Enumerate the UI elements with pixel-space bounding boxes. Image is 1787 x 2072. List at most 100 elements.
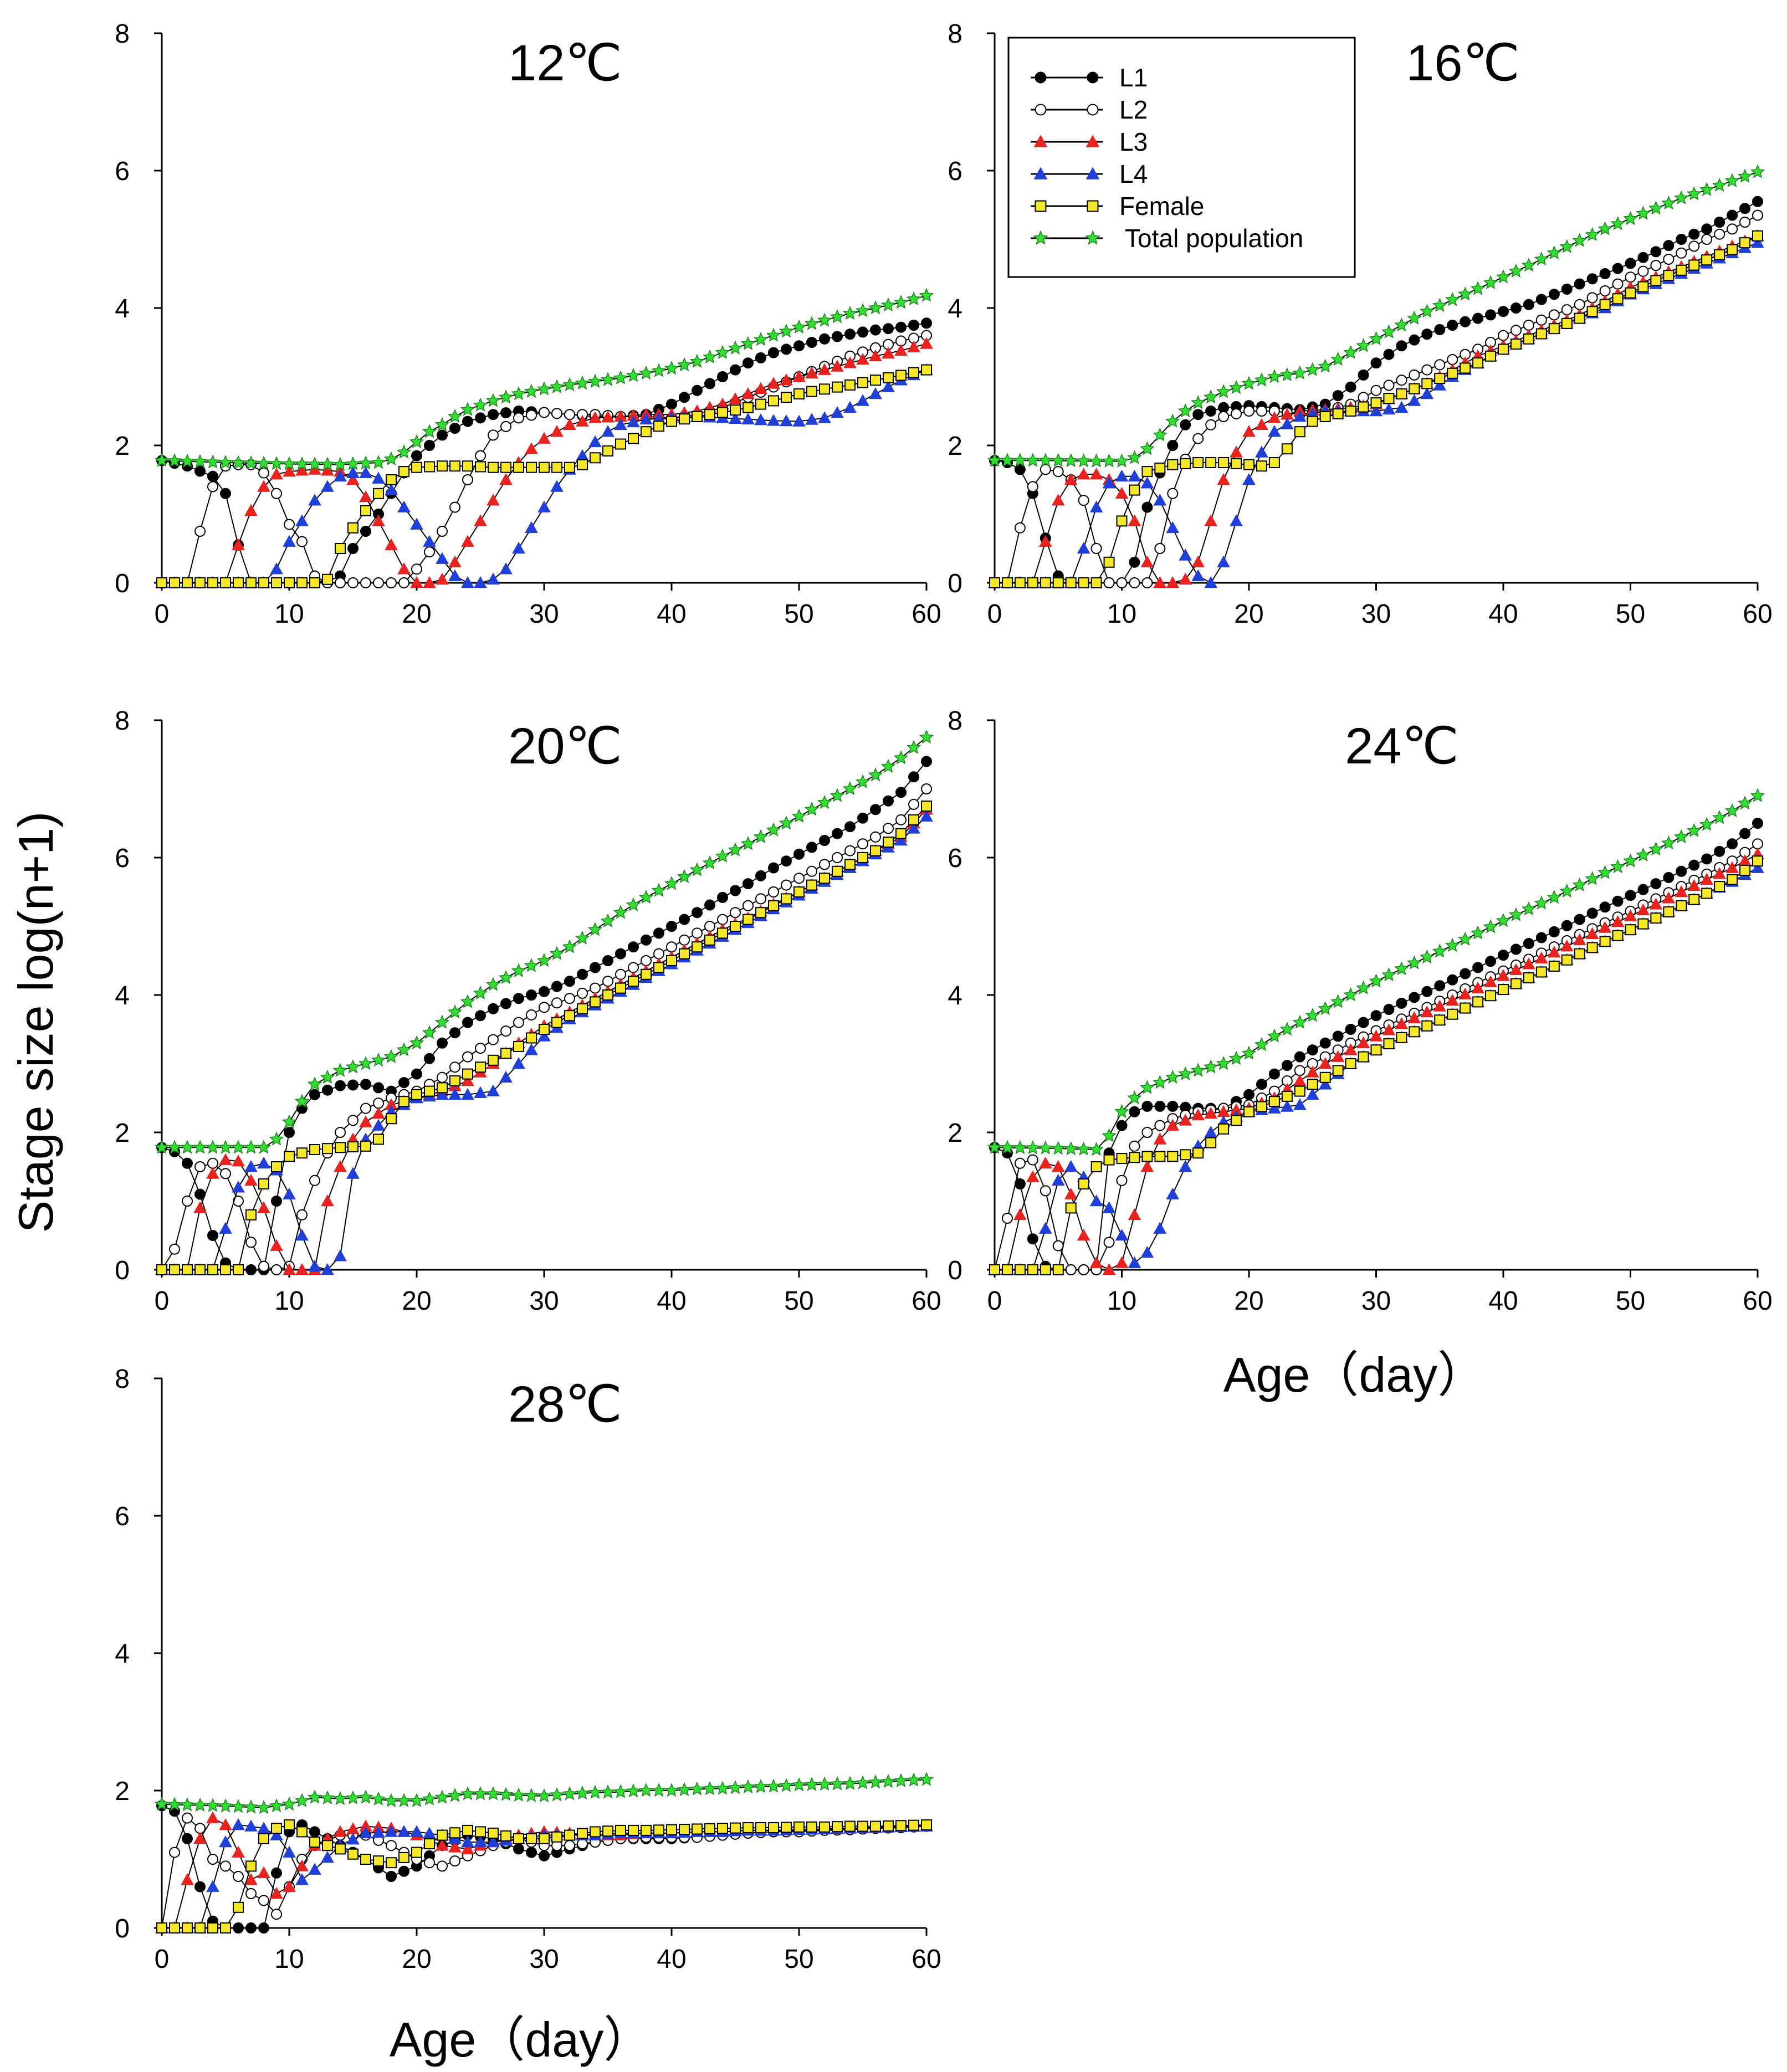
data-point [602,1825,613,1837]
data-point [169,1922,180,1933]
data-point [1548,323,1560,335]
data-point [1292,1014,1308,1029]
data-point [1231,458,1242,469]
data-point [245,1237,257,1248]
data-point [1586,942,1598,953]
data-point [832,828,843,839]
data-point [1739,237,1751,249]
data-point [194,577,206,588]
data-point [396,444,412,459]
data-point [664,361,679,375]
data-point [358,1056,373,1070]
data-point [819,873,830,884]
data-point [1407,394,1421,406]
data-point [192,1797,208,1812]
y-tick-label: 2 [115,432,130,461]
data-point [1167,459,1179,470]
data-point [895,787,907,798]
data-point [1421,364,1433,376]
data-point [448,569,462,581]
data-point [1663,270,1675,281]
data-point [539,1850,550,1861]
data-point [921,783,932,794]
data-point [460,1786,475,1801]
data-point [1345,381,1356,393]
data-point [870,845,881,857]
data-point [577,987,588,999]
data-point [819,1821,830,1833]
data-point [819,383,830,395]
data-point [1293,409,1307,422]
data-point [1572,877,1587,891]
data-point [692,384,703,396]
data-point [1547,245,1562,260]
data-point [1254,372,1269,387]
x-tick-label: 0 [155,1945,170,1974]
x-tick-label: 50 [784,1945,813,1974]
data-point [321,464,334,476]
data-point [372,1106,385,1119]
y-tick-label: 8 [115,19,130,49]
data-point [539,1833,550,1844]
data-point [1038,1222,1052,1234]
data-point [628,962,639,973]
data-point [1650,275,1662,286]
data-point [488,461,499,473]
data-point [1294,426,1305,438]
data-point [1256,406,1267,417]
data-point [1496,269,1511,284]
data-point [256,1140,272,1154]
data-point [895,828,907,839]
data-point [1574,299,1585,310]
data-point [346,1167,360,1179]
data-point [437,1071,448,1083]
data-point [1307,1044,1318,1056]
data-point [1420,304,1435,318]
data-point [1510,978,1522,989]
data-point [1676,264,1687,276]
data-point [628,941,639,953]
data-point [893,1773,909,1787]
data-point [525,521,538,534]
data-point [692,941,703,953]
data-point [1294,1065,1305,1076]
y-tick-label: 6 [115,157,130,186]
data-point [1457,286,1473,301]
data-point [1447,1008,1458,1020]
data-point [1001,577,1013,588]
x-tick-label: 50 [784,1286,813,1316]
data-point [207,1854,218,1865]
x-tick-label: 40 [1488,599,1518,629]
data-point [360,505,371,516]
data-point [294,1094,310,1108]
data-point [1649,897,1663,910]
data-point [1712,177,1727,192]
data-point [1076,453,1091,468]
data-point [332,457,348,471]
data-point [181,1873,194,1885]
data-point [525,1043,538,1055]
data-point [526,989,537,1001]
data-point [386,1871,397,1882]
data-point [1432,943,1447,958]
data-point [1177,403,1193,418]
data-point [1688,894,1700,905]
data-point [1637,918,1649,930]
data-point [1737,796,1753,810]
data-point [1281,1090,1293,1102]
data-point [638,1783,654,1797]
data-point [485,977,501,991]
y-tick-label: 0 [948,1256,962,1285]
y-tick-label: 6 [948,844,962,873]
data-point [562,1786,577,1801]
data-point [704,378,715,389]
data-point [1460,362,1471,374]
data-point [1103,577,1115,588]
data-point [295,1873,309,1885]
data-point [587,373,603,388]
data-point [1663,240,1675,252]
data-point [270,468,283,480]
data-point [475,1043,486,1054]
data-point [1356,338,1371,352]
series-female [989,855,1763,1275]
